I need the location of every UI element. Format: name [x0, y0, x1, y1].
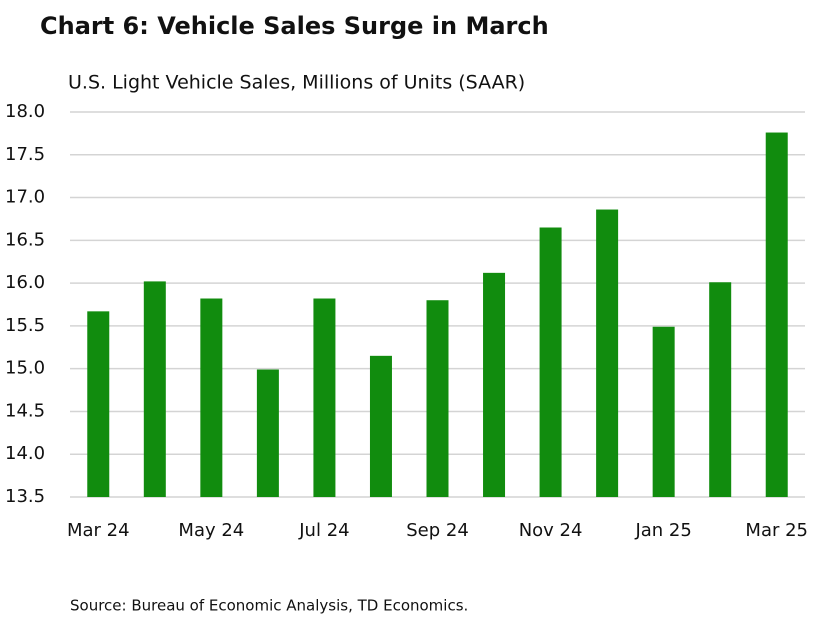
bar	[596, 209, 619, 498]
bar	[256, 369, 279, 497]
y-tick-label: 14.5	[5, 400, 45, 421]
bar	[652, 326, 675, 497]
x-tick-label: May 24	[178, 520, 244, 541]
bar	[483, 272, 506, 497]
x-tick-label: Mar 25	[745, 520, 808, 541]
bar	[709, 282, 732, 497]
y-tick-label: 17.5	[5, 144, 45, 165]
bar	[369, 355, 392, 497]
chart-subtitle: U.S. Light Vehicle Sales, Millions of Un…	[68, 72, 525, 94]
x-tick-label: Jul 24	[298, 520, 349, 541]
y-tick-label: 13.5	[5, 486, 45, 507]
y-tick-label: 16.5	[5, 229, 45, 250]
bar	[539, 227, 562, 497]
y-tick-label: 18.0	[5, 101, 45, 122]
x-tick-label: Sep 24	[406, 520, 469, 541]
y-tick-label: 15.0	[5, 358, 45, 379]
y-tick-label: 16.0	[5, 272, 45, 293]
bar	[200, 298, 223, 497]
y-tick-label: 17.0	[5, 187, 45, 208]
bar	[143, 281, 166, 497]
bar	[313, 298, 336, 497]
y-tick-label: 14.0	[5, 443, 45, 464]
x-tick-label: Jan 25	[634, 520, 691, 541]
x-tick-label: Mar 24	[67, 520, 130, 541]
y-tick-label: 15.5	[5, 315, 45, 336]
chart-title: Chart 6: Vehicle Sales Surge in March	[40, 12, 549, 40]
source-note: Source: Bureau of Economic Analysis, TD …	[70, 597, 468, 615]
bar	[87, 311, 110, 497]
bar	[426, 300, 449, 497]
bar	[765, 132, 788, 498]
x-tick-label: Nov 24	[519, 520, 583, 541]
